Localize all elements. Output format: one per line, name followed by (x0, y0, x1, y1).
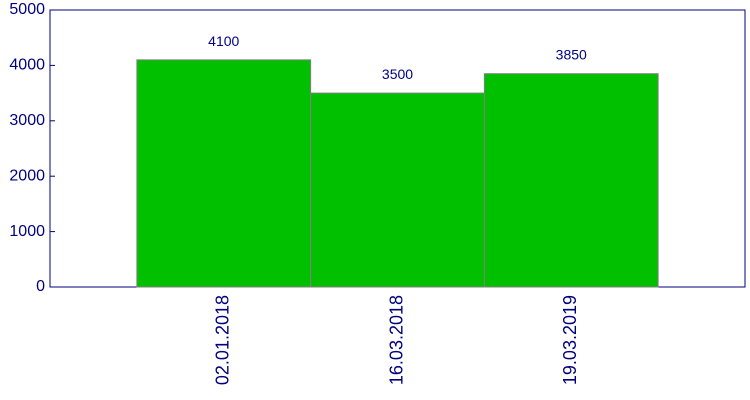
bar (310, 92, 485, 288)
x-tick-label: 02.01.2018 (213, 295, 233, 385)
y-tick-label: 2000 (9, 167, 45, 184)
x-tick-label: 16.03.2018 (386, 295, 406, 385)
y-tick-label: 0 (36, 278, 45, 295)
y-tick-label: 5000 (9, 1, 45, 18)
y-tick-label: 4000 (9, 57, 45, 74)
value-label: 4100 (208, 33, 239, 49)
y-tick-label: 1000 (9, 223, 45, 240)
bar (136, 59, 312, 288)
y-tick-label: 3000 (9, 112, 45, 129)
x-tick-label: 19.03.2019 (560, 295, 580, 385)
bar (483, 73, 659, 288)
value-label: 3500 (382, 66, 413, 82)
value-label: 3850 (556, 47, 587, 63)
